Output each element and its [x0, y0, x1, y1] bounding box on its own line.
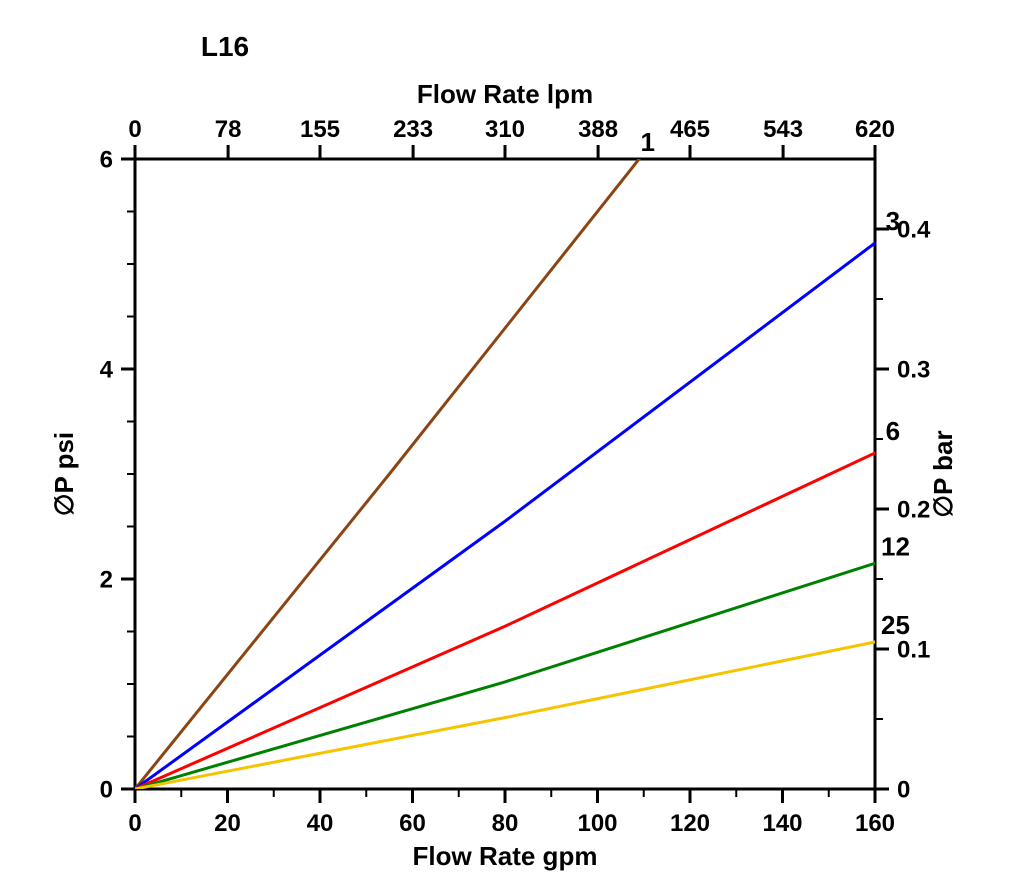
- svg-text:0: 0: [128, 116, 141, 143]
- svg-text:6: 6: [100, 146, 113, 173]
- svg-text:0.1: 0.1: [897, 636, 930, 663]
- svg-text:Flow Rate gpm: Flow Rate gpm: [413, 841, 598, 871]
- svg-text:4: 4: [100, 356, 114, 383]
- chart-svg: 020406080100120140160Flow Rate gpm078155…: [0, 0, 1023, 875]
- svg-text:0.3: 0.3: [897, 356, 930, 383]
- svg-text:0.4: 0.4: [897, 216, 931, 243]
- svg-text:1: 1: [641, 127, 655, 157]
- svg-text:0: 0: [100, 776, 113, 803]
- svg-text:Flow Rate lpm: Flow Rate lpm: [417, 79, 593, 109]
- svg-text:L16: L16: [201, 31, 249, 62]
- svg-text:40: 40: [307, 810, 334, 837]
- svg-text:60: 60: [399, 810, 426, 837]
- svg-text:233: 233: [393, 116, 433, 143]
- svg-text:20: 20: [214, 810, 241, 837]
- svg-text:620: 620: [855, 116, 895, 143]
- svg-text:100: 100: [577, 810, 617, 837]
- svg-text:140: 140: [762, 810, 802, 837]
- svg-text:6: 6: [886, 416, 900, 446]
- svg-text:∅P bar: ∅P bar: [928, 430, 958, 517]
- svg-text:0.2: 0.2: [897, 496, 930, 523]
- svg-text:120: 120: [670, 810, 710, 837]
- svg-text:155: 155: [300, 116, 340, 143]
- svg-text:465: 465: [670, 116, 710, 143]
- svg-text:∅P psi: ∅P psi: [49, 432, 79, 516]
- svg-text:25: 25: [881, 610, 910, 640]
- svg-text:2: 2: [100, 566, 113, 593]
- pressure-drop-chart: 020406080100120140160Flow Rate gpm078155…: [0, 0, 1023, 875]
- svg-text:543: 543: [763, 116, 803, 143]
- svg-text:388: 388: [578, 116, 618, 143]
- svg-text:0: 0: [897, 776, 910, 803]
- svg-text:160: 160: [855, 810, 895, 837]
- svg-text:80: 80: [492, 810, 519, 837]
- svg-text:78: 78: [215, 116, 242, 143]
- svg-text:310: 310: [485, 116, 525, 143]
- svg-text:3: 3: [886, 206, 900, 236]
- svg-text:0: 0: [128, 810, 141, 837]
- svg-text:12: 12: [881, 531, 910, 561]
